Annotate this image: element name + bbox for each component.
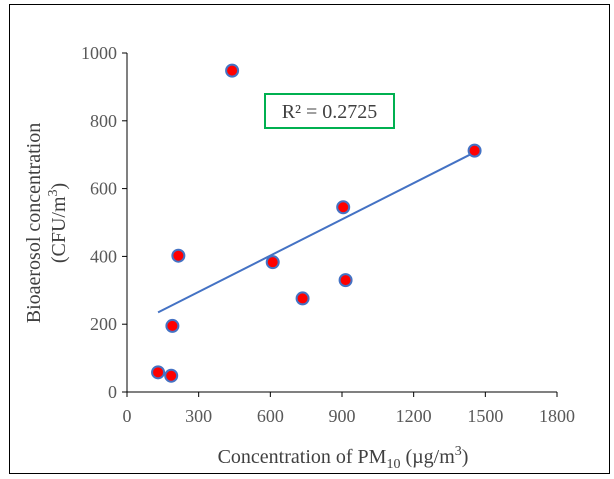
x-tick-label-2: 600	[257, 406, 284, 426]
data-point-2	[165, 318, 180, 333]
chart-frame	[9, 4, 610, 474]
data-point-3	[171, 248, 186, 263]
data-points	[151, 63, 482, 383]
data-point-0	[151, 365, 166, 380]
x-tick-label-4: 1200	[396, 406, 432, 426]
y-tick-label-4: 800	[90, 111, 117, 131]
trendline-group	[157, 151, 476, 314]
x-tick-label-1: 300	[185, 406, 212, 426]
y-tick-label-5: 1000	[81, 43, 117, 63]
data-point-4	[225, 63, 240, 78]
trendline	[157, 151, 476, 314]
data-point-6	[295, 291, 310, 306]
data-point-8	[338, 273, 353, 288]
y-axis-title-line1: Bioaerosol concentration	[23, 123, 45, 324]
y-tick-label-0: 0	[108, 382, 117, 402]
r-squared-label: R² = 0.2725	[282, 101, 378, 123]
x-tick-label-5: 1500	[467, 406, 503, 426]
x-tick-label-3: 900	[329, 406, 356, 426]
y-axis-title: Bioaerosol concentration (CFU/m3)	[23, 123, 70, 324]
x-tick-label-6: 1800	[539, 406, 575, 426]
y-tick-label-2: 400	[90, 246, 117, 266]
data-point-9	[467, 143, 482, 158]
y-ticks: 0 200 400 600 800 1000	[81, 43, 127, 402]
data-point-5	[265, 255, 280, 270]
data-point-1	[164, 368, 179, 383]
y-axis-title-line2: (CFU/m3)	[46, 183, 70, 263]
data-point-7	[336, 200, 351, 215]
y-tick-label-1: 200	[90, 314, 117, 334]
x-ticks: 0 300 600 900 1200 1500 1800	[123, 392, 575, 426]
y-tick-label-3: 600	[90, 179, 117, 199]
r-squared-box	[264, 93, 395, 129]
x-axis-title: Concentration of PM10 (µg/m3)	[218, 444, 469, 472]
x-tick-label-0: 0	[123, 406, 132, 426]
